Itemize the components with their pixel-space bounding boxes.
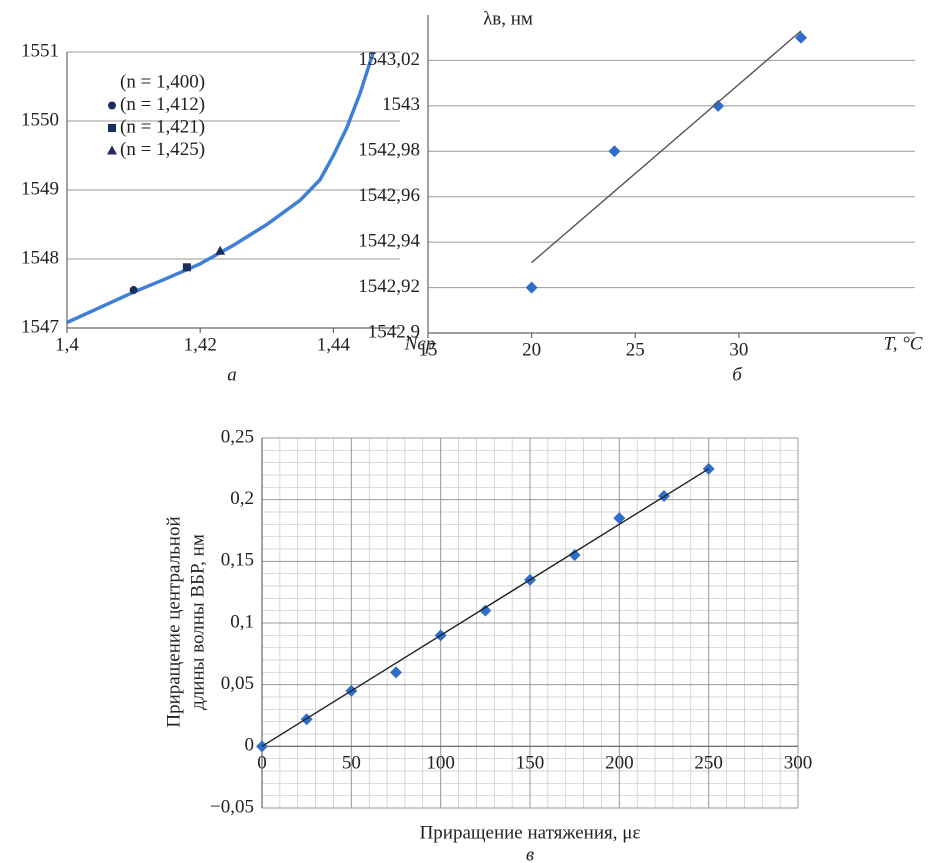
y-tick-label: 1543 [382,94,420,115]
x-tick-label: 100 [426,753,455,774]
y-tick-label: 1542,94 [358,231,420,252]
caption: в [526,844,534,863]
x-axis-label: Приращение натяжения, με [420,822,641,843]
x-axis-label: Nср [404,333,436,354]
x-tick-label: 300 [784,753,813,774]
legend-label: (n = 1,421) [120,116,205,137]
y-tick-label: 1542,98 [358,140,420,161]
x-tick-label: 250 [694,753,723,774]
point [712,99,725,112]
x-tick-label: 50 [342,753,361,774]
y-tick-label: 0,15 [221,550,254,571]
point [479,604,492,617]
line [66,51,376,325]
y-tick-label: 0,05 [221,673,254,694]
line [531,30,802,264]
y-tick-label: 0,25 [221,426,254,447]
y-axis-label: Приращение центральной [163,516,184,727]
y-tick-label: −0,05 [210,796,254,817]
x-tick-label: 200 [605,753,634,774]
y-tick-label: 0 [245,735,255,756]
y-axis-label: длины волны ВБР, нм [187,534,208,710]
line [261,468,710,747]
x-tick-label: 20 [522,339,541,360]
y-tick-label: 0,1 [230,611,254,632]
legend-label: (n = 1,400) [120,71,205,92]
legend-marker [107,145,117,155]
legend-label: (n = 1,425) [120,139,205,160]
y-tick-label: 1548 [21,247,59,268]
y-tick-label: 1547 [21,316,59,337]
point [525,281,538,294]
y-tick-label: 1542,9 [368,321,420,342]
y-tick-label: 1549 [21,178,59,199]
point [795,31,808,44]
y-tick-label: 1542,96 [358,185,420,206]
point [215,245,226,255]
legend-marker [108,101,116,110]
legend-label: (n = 1,412) [120,94,205,115]
y-axis-label: λв, нм [483,8,533,29]
y-tick-label: 0,2 [230,488,254,509]
y-tick-label: 1550 [21,109,59,130]
point [182,263,191,272]
point [129,286,138,295]
y-tick-label: 1543,02 [358,49,420,70]
caption: б [732,364,743,385]
y-tick-label: 1551 [21,40,59,61]
x-axis-label: T, °C [884,333,923,354]
x-tick-label: 30 [729,339,748,360]
caption: а [227,364,237,385]
legend-marker [108,124,116,132]
x-tick-label: 1,42 [184,334,217,355]
x-tick-label: 150 [516,753,545,774]
x-tick-label: 1,44 [317,334,351,355]
point [568,549,581,562]
point [390,666,402,679]
x-tick-label: 25 [626,339,645,360]
x-tick-label: 15 [419,339,438,360]
point [613,512,626,525]
point [608,145,621,158]
x-tick-label: 1,4 [55,334,79,355]
y-tick-label: 1542,92 [358,276,420,297]
